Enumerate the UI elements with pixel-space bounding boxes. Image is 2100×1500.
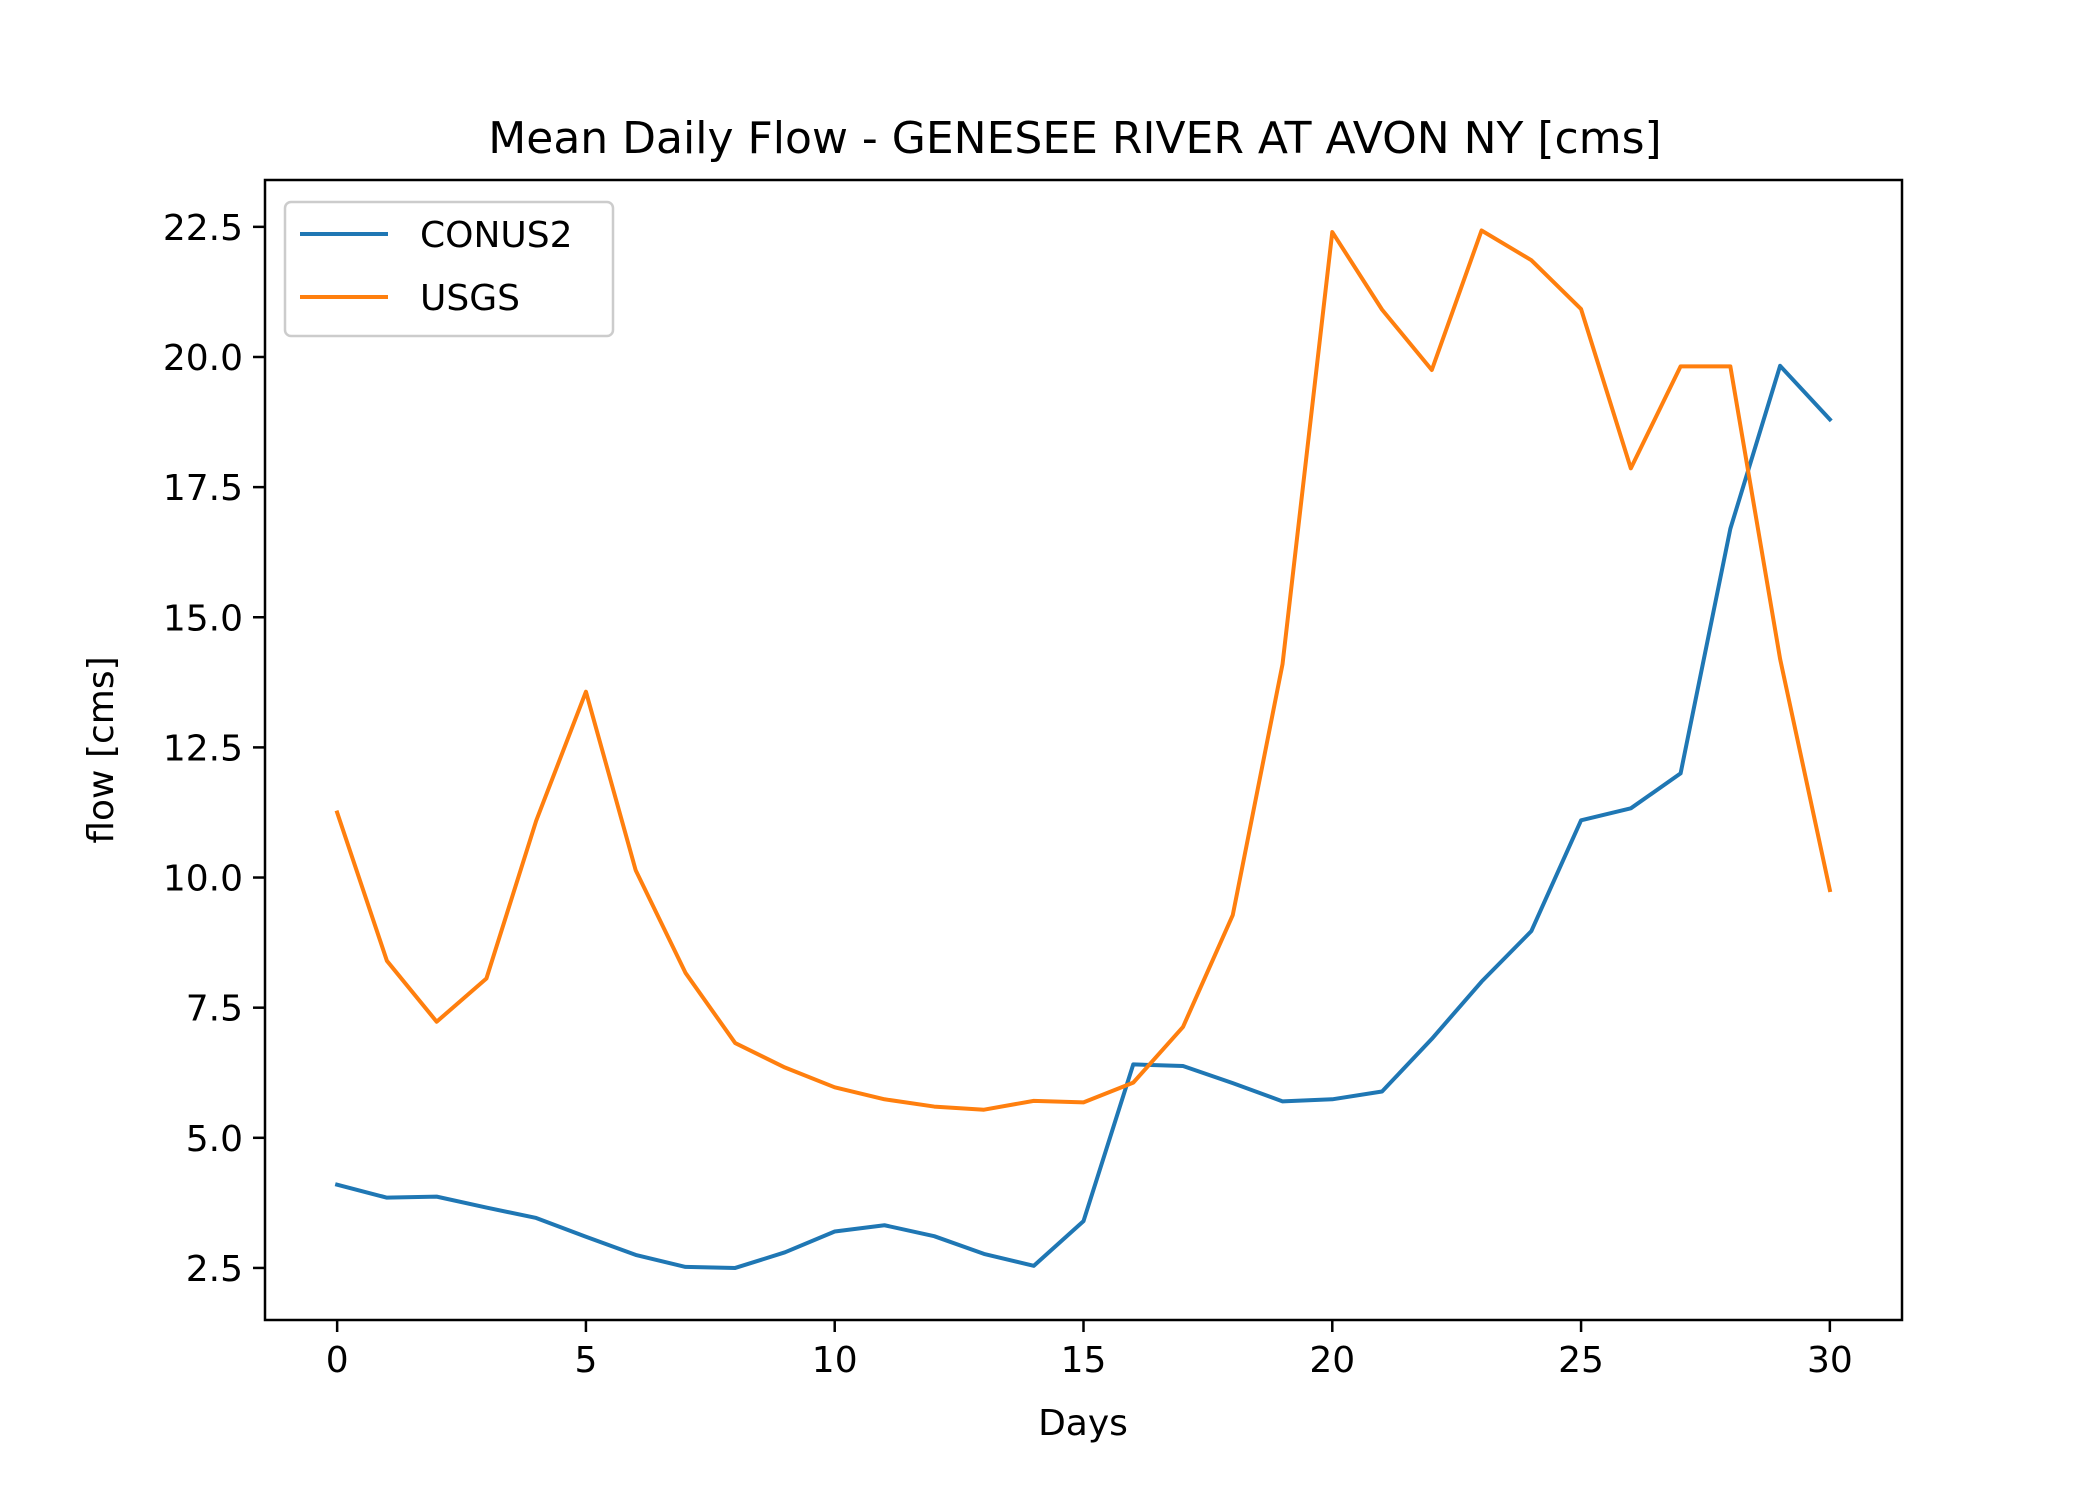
y-tick-label: 20.0	[163, 338, 243, 379]
x-tick-label: 10	[812, 1340, 858, 1381]
y-tick-label: 12.5	[163, 728, 243, 769]
x-axis-label: Days	[1038, 1403, 1128, 1444]
legend-label-usgs: USGS	[420, 278, 520, 319]
x-tick-label: 15	[1061, 1340, 1107, 1381]
y-axis: 2.5 5.0 7.5 10.0 12.5 15.0 17.5 20.0 22.5	[163, 208, 265, 1290]
x-tick-label: 30	[1807, 1340, 1853, 1381]
y-tick-label: 10.0	[163, 859, 243, 900]
plot-frame	[263, 178, 1904, 1322]
series-line-conus2	[334, 363, 1833, 1270]
legend: CONUS2 USGS	[283, 200, 615, 338]
chart-title: Mean Daily Flow - GENESEE RIVER AT AVON …	[488, 113, 1661, 164]
x-tick-label: 25	[1558, 1340, 1604, 1381]
legend-label-conus2: CONUS2	[420, 215, 573, 256]
x-tick-label: 0	[326, 1340, 349, 1381]
y-tick-label: 2.5	[186, 1249, 243, 1290]
x-tick-label: 20	[1309, 1340, 1355, 1381]
y-tick-label: 15.0	[163, 598, 243, 639]
y-tick-label: 22.5	[163, 208, 243, 249]
y-tick-label: 7.5	[186, 989, 243, 1030]
y-tick-label: 5.0	[186, 1119, 243, 1160]
plot-lines	[334, 228, 1833, 1270]
x-axis: 0 5 10 15 20 25 30	[326, 1320, 1853, 1381]
y-tick-label: 17.5	[163, 468, 243, 509]
y-axis-label: flow [cms]	[81, 656, 122, 843]
series-line-usgs	[334, 228, 1833, 1112]
x-tick-label: 5	[574, 1340, 597, 1381]
